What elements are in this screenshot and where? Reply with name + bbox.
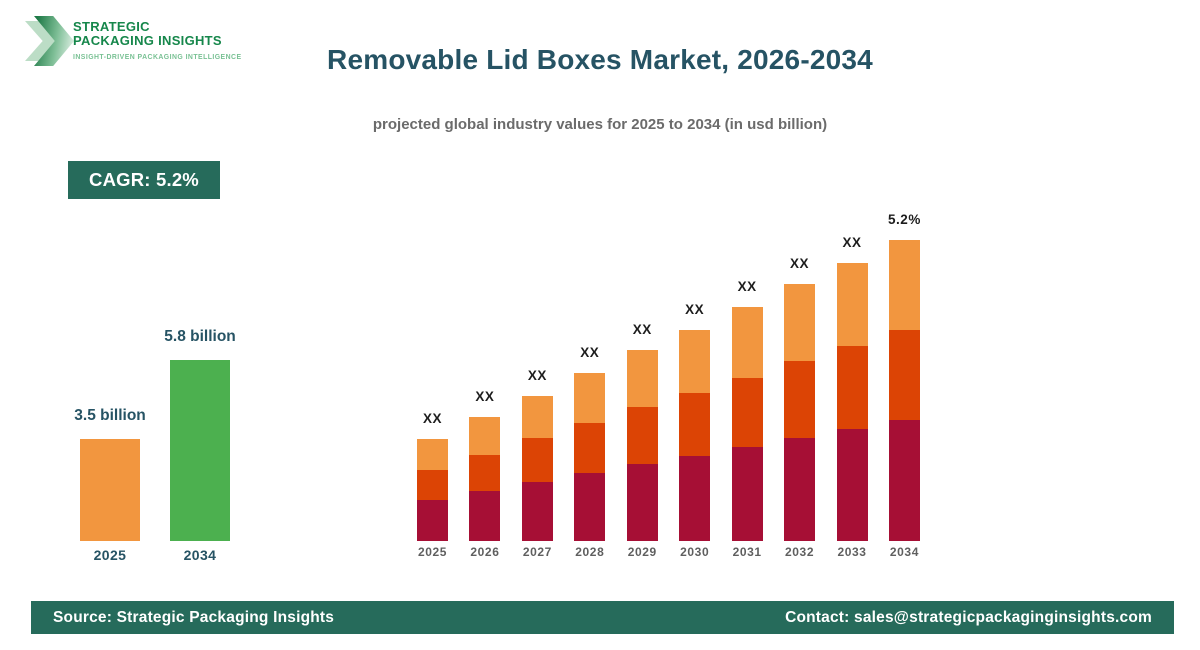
segment-bottom xyxy=(417,500,448,541)
stacked-bar-2026 xyxy=(469,417,501,541)
footer-banner: Source: Strategic Packaging Insights Con… xyxy=(31,601,1174,634)
bar-value-label: XX xyxy=(422,411,442,426)
bar-column-2031: XX 2031 xyxy=(731,279,763,559)
segment-top xyxy=(731,307,763,378)
axis-year-label: 2028 xyxy=(575,545,605,559)
segment-bottom xyxy=(626,464,658,541)
brand-name-line2: PACKAGING INSIGHTS xyxy=(73,33,222,48)
segment-middle xyxy=(469,455,501,491)
bar-column-2027: XX 2027 xyxy=(521,368,553,559)
brand-name: STRATEGIC PACKAGING INSIGHTS INSIGHT-DRI… xyxy=(73,19,242,62)
chevron-right-icon xyxy=(25,16,74,66)
segment-bottom xyxy=(521,482,553,541)
axis-year-label: 2031 xyxy=(732,545,762,559)
mini-bar-column-2034: 5.8 billion 2034 xyxy=(164,320,235,563)
axis-year-label: 2030 xyxy=(680,545,710,559)
bar-value-label: XX xyxy=(685,302,705,317)
axis-year-label: 2029 xyxy=(627,545,657,559)
bar-value-label: XX xyxy=(790,256,810,271)
bar-value-label: XX xyxy=(527,368,547,383)
segment-middle xyxy=(679,393,711,456)
segment-top xyxy=(679,330,711,393)
bar-column-2028: XX 2028 xyxy=(574,345,606,559)
mini-bar-column-2025: 3.5 billion 2025 xyxy=(74,320,145,563)
stacked-bar-2032 xyxy=(784,284,816,541)
stacked-bar-2028 xyxy=(574,373,606,541)
segment-bottom xyxy=(836,429,868,541)
contact-text: Contact: sales@strategicpackaginginsight… xyxy=(785,608,1152,626)
bar-column-2033: XX 2033 xyxy=(836,235,868,559)
stacked-bar-2033 xyxy=(836,263,868,541)
segment-bottom xyxy=(731,447,763,541)
bar-value-label: XX xyxy=(580,345,600,360)
bar-value-label: XX xyxy=(632,322,652,337)
brand-name-line1: STRATEGIC xyxy=(73,19,150,34)
segment-middle xyxy=(417,470,448,500)
bar-value-label: XX xyxy=(842,235,862,250)
mini-comparison-chart: 3.5 billion 2025 5.8 billion 2034 xyxy=(0,320,320,563)
stacked-bar-2027 xyxy=(521,396,553,541)
page-subtitle: projected global industry values for 202… xyxy=(372,116,828,133)
brand-logo: STRATEGIC PACKAGING INSIGHTS INSIGHT-DRI… xyxy=(25,14,292,74)
bar-value-label: 3.5 billion xyxy=(74,407,146,424)
segment-top xyxy=(574,373,606,423)
segment-bottom xyxy=(888,420,920,541)
segment-middle xyxy=(888,330,920,420)
bar-column-2026: XX 2026 xyxy=(469,389,501,559)
axis-year-label: 2034 xyxy=(183,547,217,563)
segment-top xyxy=(469,417,501,455)
axis-year-label: 2032 xyxy=(785,545,815,559)
axis-year-label: 2026 xyxy=(470,545,500,559)
bar-column-2034: 5.2% 2034 xyxy=(888,212,921,559)
brand-tagline: INSIGHT-DRIVEN PACKAGING INTELLIGENCE xyxy=(73,54,242,61)
stacked-bar-2029 xyxy=(626,350,658,541)
segment-top xyxy=(888,240,920,330)
source-text: Source: Strategic Packaging Insights xyxy=(53,608,335,626)
stacked-bar-2034 xyxy=(888,240,920,541)
segment-middle xyxy=(626,407,658,464)
segment-middle xyxy=(521,438,553,482)
stacked-bar-2031 xyxy=(731,307,763,541)
segment-middle xyxy=(574,423,606,473)
stacked-bar-chart: XX 2025 XX 2026 XX 2027 XX 2028 XX 2029 XX 2030 XX 20… xyxy=(417,186,921,559)
bar-column-2029: XX 2029 xyxy=(626,322,658,559)
stacked-bar-2030 xyxy=(679,330,711,541)
bar-value-label: 5.2% xyxy=(888,212,921,227)
bar-column-2032: XX 2032 xyxy=(784,256,816,559)
segment-middle xyxy=(836,346,868,429)
segment-top xyxy=(836,263,868,346)
mini-bar-2025 xyxy=(80,439,140,541)
segment-bottom xyxy=(679,456,711,541)
segment-bottom xyxy=(784,438,816,541)
segment-middle xyxy=(784,361,816,438)
segment-top xyxy=(521,396,553,438)
segment-top xyxy=(417,439,448,470)
axis-year-label: 2027 xyxy=(522,545,552,559)
axis-year-label: 2025 xyxy=(417,545,448,559)
bar-column-2030: XX 2030 xyxy=(679,302,711,559)
segment-middle xyxy=(731,378,763,447)
segment-bottom xyxy=(469,491,501,541)
segment-bottom xyxy=(574,473,606,541)
stacked-bar-2025 xyxy=(417,439,448,541)
axis-year-label: 2034 xyxy=(889,545,919,559)
segment-top xyxy=(784,284,816,361)
bar-column-2025: XX 2025 xyxy=(417,411,448,559)
axis-year-label: 2025 xyxy=(93,547,127,563)
bar-value-label: XX xyxy=(737,279,757,294)
axis-year-label: 2033 xyxy=(837,545,867,559)
bar-value-label: 5.8 billion xyxy=(164,328,236,345)
cagr-badge: CAGR: 5.2% xyxy=(68,161,220,199)
mini-bar-2034 xyxy=(170,360,230,541)
bar-value-label: XX xyxy=(475,389,495,404)
segment-top xyxy=(626,350,658,407)
page-title: Removable Lid Boxes Market, 2026-2034 xyxy=(327,44,873,75)
